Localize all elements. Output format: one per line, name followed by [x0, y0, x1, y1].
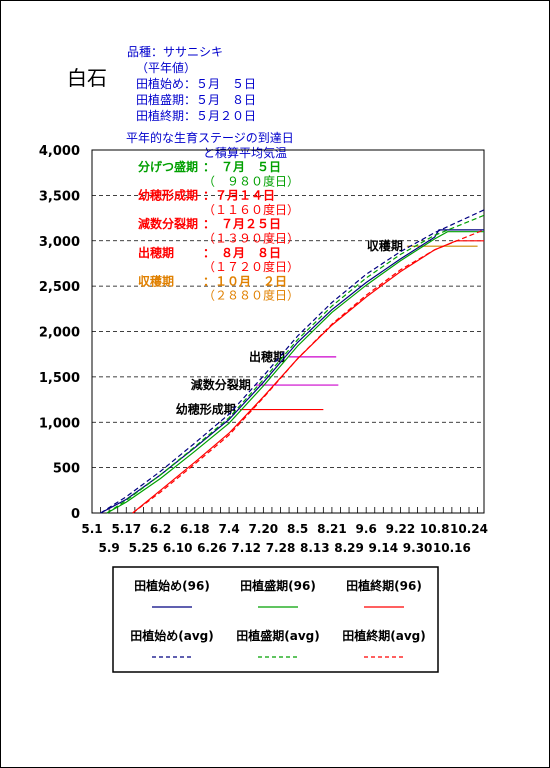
x-tick-label: 7.4	[218, 522, 239, 536]
stage-text: （１３９０度日）	[203, 231, 299, 246]
stage-marker-label: 出穂期	[249, 349, 285, 364]
series-line-3	[100, 209, 485, 514]
y-tick-label: 3,000	[39, 235, 80, 250]
stage-text: （ ９８０度日）	[203, 173, 299, 188]
stage-text: ：７月１４日	[203, 189, 275, 203]
plot-frame	[91, 149, 485, 514]
legend-label: 田植盛期(96)	[240, 578, 316, 593]
legend-label: 田植始め(avg)	[130, 628, 213, 643]
x-tick-label: 5.25	[129, 541, 159, 555]
x-tick-label: 9.14	[369, 541, 399, 555]
x-tick-label: 7.12	[231, 541, 261, 555]
x-tick-label: 9.22	[386, 522, 416, 536]
legend-label: 田植盛期(avg)	[236, 628, 319, 643]
x-tick-label: 10.8	[420, 522, 450, 536]
x-tick-label: 7.28	[266, 541, 296, 555]
stage-text: ： ８月 ８日	[203, 246, 281, 260]
location-title: 白石	[67, 66, 107, 90]
y-tick-label: 2,500	[39, 280, 80, 295]
stage-text: ：１０月 ２日	[203, 274, 287, 288]
series-line-4	[106, 214, 485, 514]
stage-marker-label: 減数分裂期	[191, 377, 251, 392]
y-tick-label: 3,500	[39, 189, 80, 204]
x-tick-label: 5.9	[99, 541, 120, 555]
x-tick-label: 8.21	[317, 522, 347, 536]
stage-text: ： ７月２５日	[203, 217, 281, 231]
planting-start-label: 田植始め：５月 ５日	[136, 77, 257, 91]
legend-label: 田植終期(96)	[346, 578, 422, 593]
stage-marker-label: 収穫期	[367, 238, 403, 253]
variety-label: 品種：ササニシキ	[127, 45, 224, 59]
x-tick-label: 6.10	[163, 541, 193, 555]
x-tick-label: 5.17	[111, 522, 141, 536]
x-tick-label: 10.16	[433, 541, 471, 555]
x-tick-label: 9.30	[403, 541, 433, 555]
stage-text: 分げつ盛期	[138, 159, 198, 174]
normal-note: （平年値）	[136, 61, 197, 75]
x-tick-label: 10.24	[450, 522, 488, 536]
x-tick-label: 8.13	[300, 541, 330, 555]
stage-text: 幼穂形成期	[138, 188, 198, 203]
y-tick-label: 4,000	[39, 144, 80, 159]
stage-text: （１１６０度日）	[203, 202, 299, 217]
legend-box	[112, 566, 439, 673]
x-tick-label: 8.5	[287, 522, 308, 536]
stage-marker-label: 幼穂形成期	[176, 402, 236, 417]
x-tick-label: 5.1	[81, 522, 102, 536]
x-tick-label: 8.29	[334, 541, 364, 555]
legend-label: 田植始め(96)	[134, 578, 210, 593]
y-tick-label: 0	[71, 507, 80, 522]
series-line-5	[132, 229, 485, 514]
y-tick-label: 1,500	[39, 371, 80, 386]
x-tick-label: 9.6	[356, 522, 377, 536]
y-tick-label: 500	[53, 462, 80, 477]
stage-text: （１７２０度日）	[203, 259, 299, 274]
stage-text: ： ７月 ５日	[203, 160, 281, 174]
stage-text: 減数分裂期	[138, 216, 198, 231]
legend-label: 田植終期(avg)	[342, 628, 425, 643]
chart-subtitle: と積算平均気温	[203, 145, 287, 160]
y-tick-label: 1,000	[39, 416, 80, 431]
x-tick-label: 6.18	[180, 522, 210, 536]
x-tick-label: 6.2	[150, 522, 171, 536]
stage-text: 出穂期	[138, 245, 174, 260]
chart-title: 平年的な生育ステージの到達日	[126, 130, 294, 145]
planting-end-label: 田植終期：５月２０日	[136, 109, 257, 123]
x-tick-label: 7.20	[249, 522, 279, 536]
x-tick-label: 6.26	[197, 541, 227, 555]
stage-text: 収穫期	[138, 273, 174, 288]
y-tick-label: 2,000	[39, 326, 80, 341]
planting-peak-label: 田植盛期：５月 ８日	[136, 93, 257, 107]
stage-text: （２８８０度日）	[203, 288, 299, 303]
series-line-1	[106, 231, 484, 514]
